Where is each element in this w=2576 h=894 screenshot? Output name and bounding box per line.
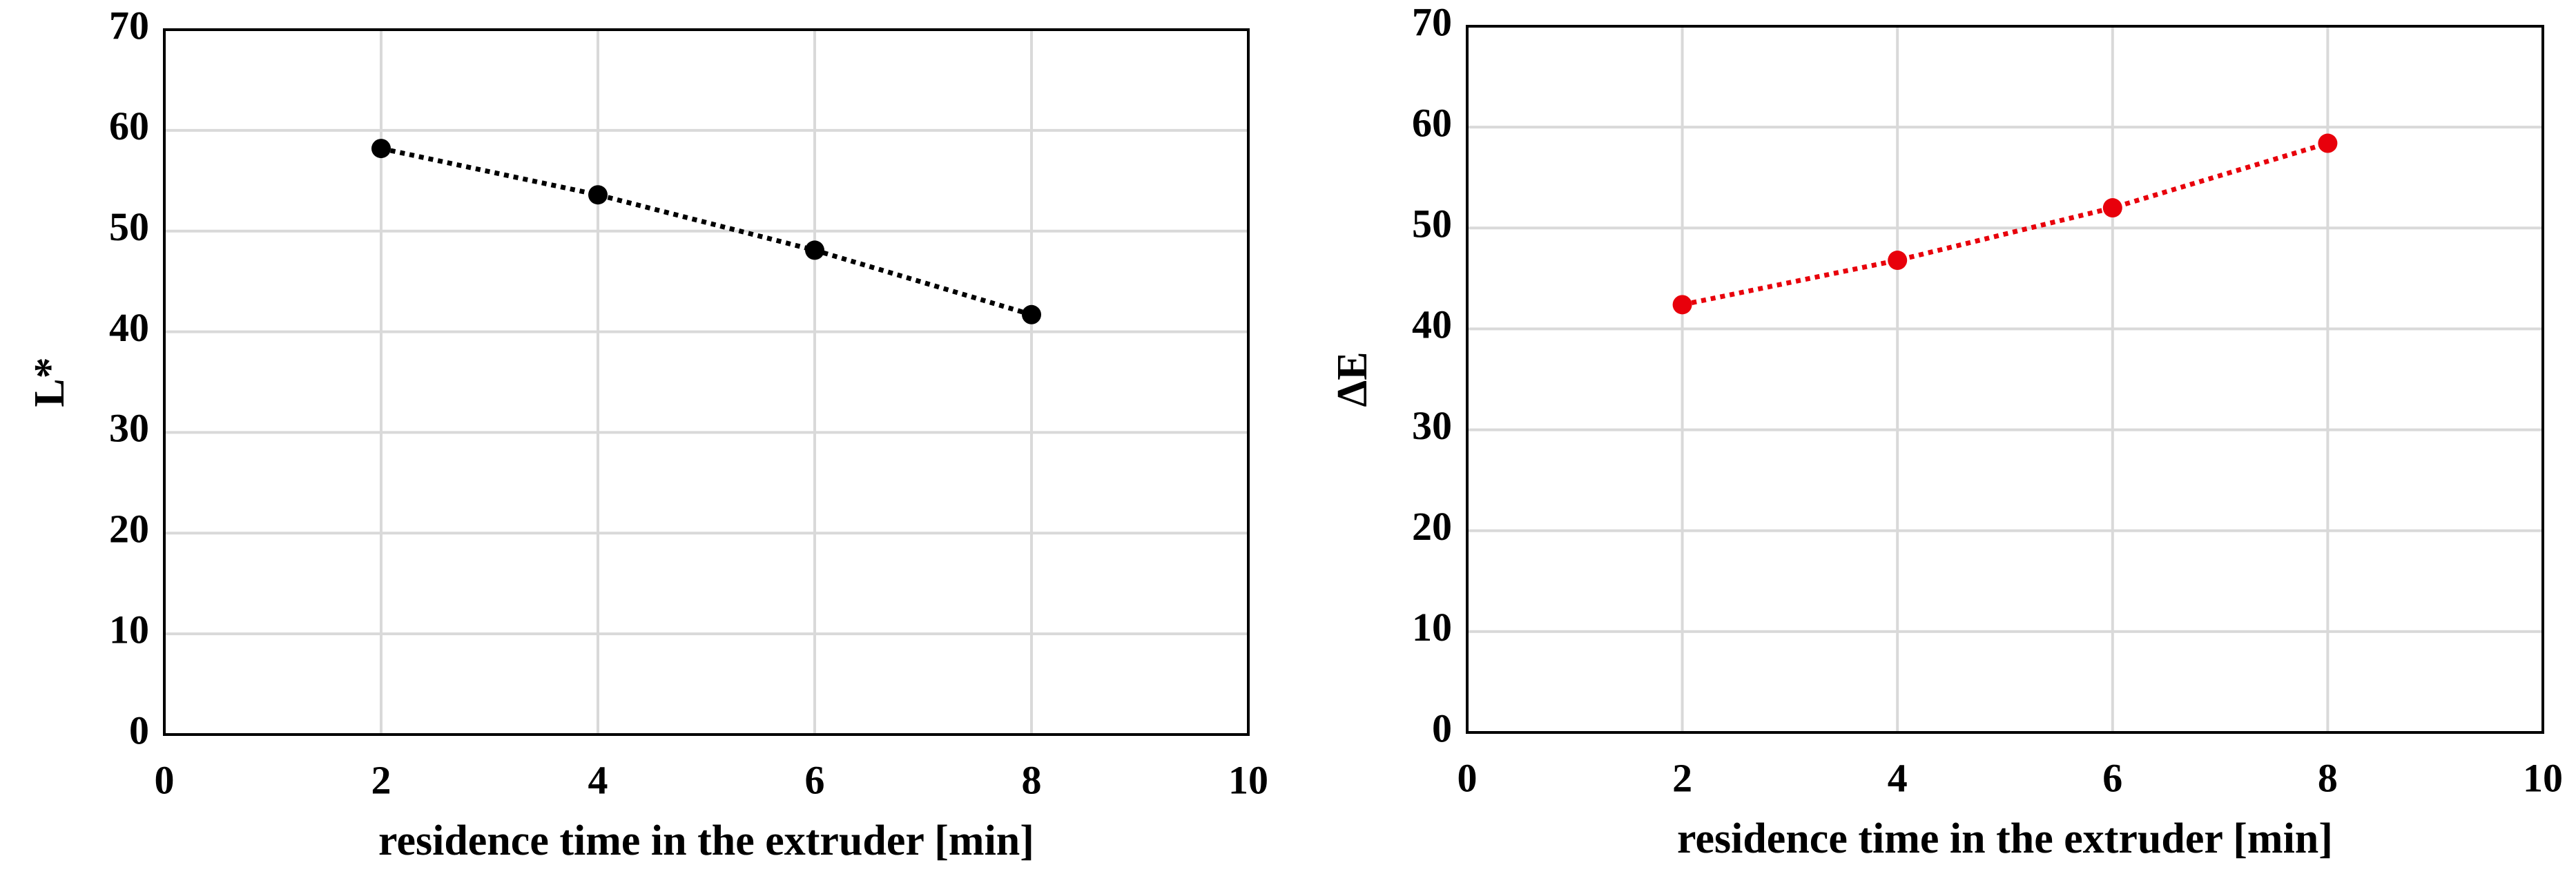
x-tick-label: 4: [1888, 755, 1908, 800]
x-tick-label: 0: [155, 757, 175, 802]
x-tick-label: 10: [1228, 757, 1268, 802]
x-tick-label: 6: [805, 757, 825, 802]
y-tick-label: 10: [109, 607, 149, 652]
x-axis-title: residence time in the extruder [min]: [378, 817, 1034, 864]
series-line: [1681, 141, 2329, 307]
chart: 0 10 20 30 40 50 60 70 0 2 4 6 8 10 residence time in …: [1329, 0, 2563, 862]
y-tick-label: 40: [1412, 302, 1452, 347]
data-point: [805, 240, 824, 260]
y-tick-label: 10: [1412, 605, 1452, 650]
x-tick-label: 0: [1458, 755, 1478, 800]
data-point: [1672, 295, 1692, 315]
y-tick-label: 0: [1432, 706, 1452, 750]
series-line: [380, 146, 1032, 318]
y-tick-label: 70: [1412, 0, 1452, 44]
y-tick-label: 50: [1412, 202, 1452, 246]
x-tick-label: 2: [1672, 755, 1692, 800]
data-point: [1888, 251, 1908, 271]
y-tick-label: 20: [109, 507, 149, 552]
data-point: [2102, 198, 2122, 218]
y-axis-title: ΔE: [1329, 351, 1376, 407]
y-tick-label: 0: [129, 708, 149, 752]
chart: 0 10 20 30 40 50 60 70 0 2 4 6 8 10 residence time in …: [26, 3, 1268, 864]
x-tick-label: 8: [1022, 757, 1042, 802]
x-tick-label: 2: [371, 757, 391, 802]
data-point: [2318, 133, 2338, 153]
y-tick-label: 30: [109, 406, 149, 451]
y-tick-label: 70: [109, 3, 149, 48]
x-tick-label: 4: [588, 757, 608, 802]
y-tick-label: 30: [1412, 403, 1452, 448]
x-tick-label: 10: [2523, 755, 2563, 800]
y-tick-label: 60: [109, 104, 149, 148]
data-point: [588, 185, 608, 205]
y-tick-label: 50: [109, 204, 149, 249]
x-tick-label: 6: [2102, 755, 2122, 800]
x-tick-label: 8: [2318, 755, 2338, 800]
y-tick-label: 60: [1412, 100, 1452, 145]
plot-frame: [1466, 25, 2544, 734]
data-point: [1022, 304, 1041, 324]
x-axis-title: residence time in the extruder [min]: [1677, 815, 2333, 862]
plot-frame: [163, 28, 1250, 736]
y-tick-label: 40: [109, 305, 149, 350]
y-tick-label: 20: [1412, 504, 1452, 549]
data-point: [371, 139, 391, 159]
y-axis-title: L*: [26, 357, 73, 407]
